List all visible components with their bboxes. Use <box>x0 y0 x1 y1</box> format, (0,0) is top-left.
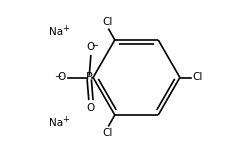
Text: −: − <box>91 41 98 50</box>
Text: O: O <box>57 73 66 82</box>
Text: −: − <box>55 72 62 81</box>
Text: Na: Na <box>49 27 63 37</box>
Text: Cl: Cl <box>192 73 203 82</box>
Text: +: + <box>62 115 69 124</box>
Text: +: + <box>62 24 69 33</box>
Text: Na: Na <box>49 118 63 128</box>
Text: O: O <box>87 42 95 52</box>
Text: P: P <box>86 73 93 82</box>
Text: Cl: Cl <box>102 17 112 27</box>
Text: Cl: Cl <box>102 128 112 138</box>
Text: O: O <box>87 103 95 113</box>
